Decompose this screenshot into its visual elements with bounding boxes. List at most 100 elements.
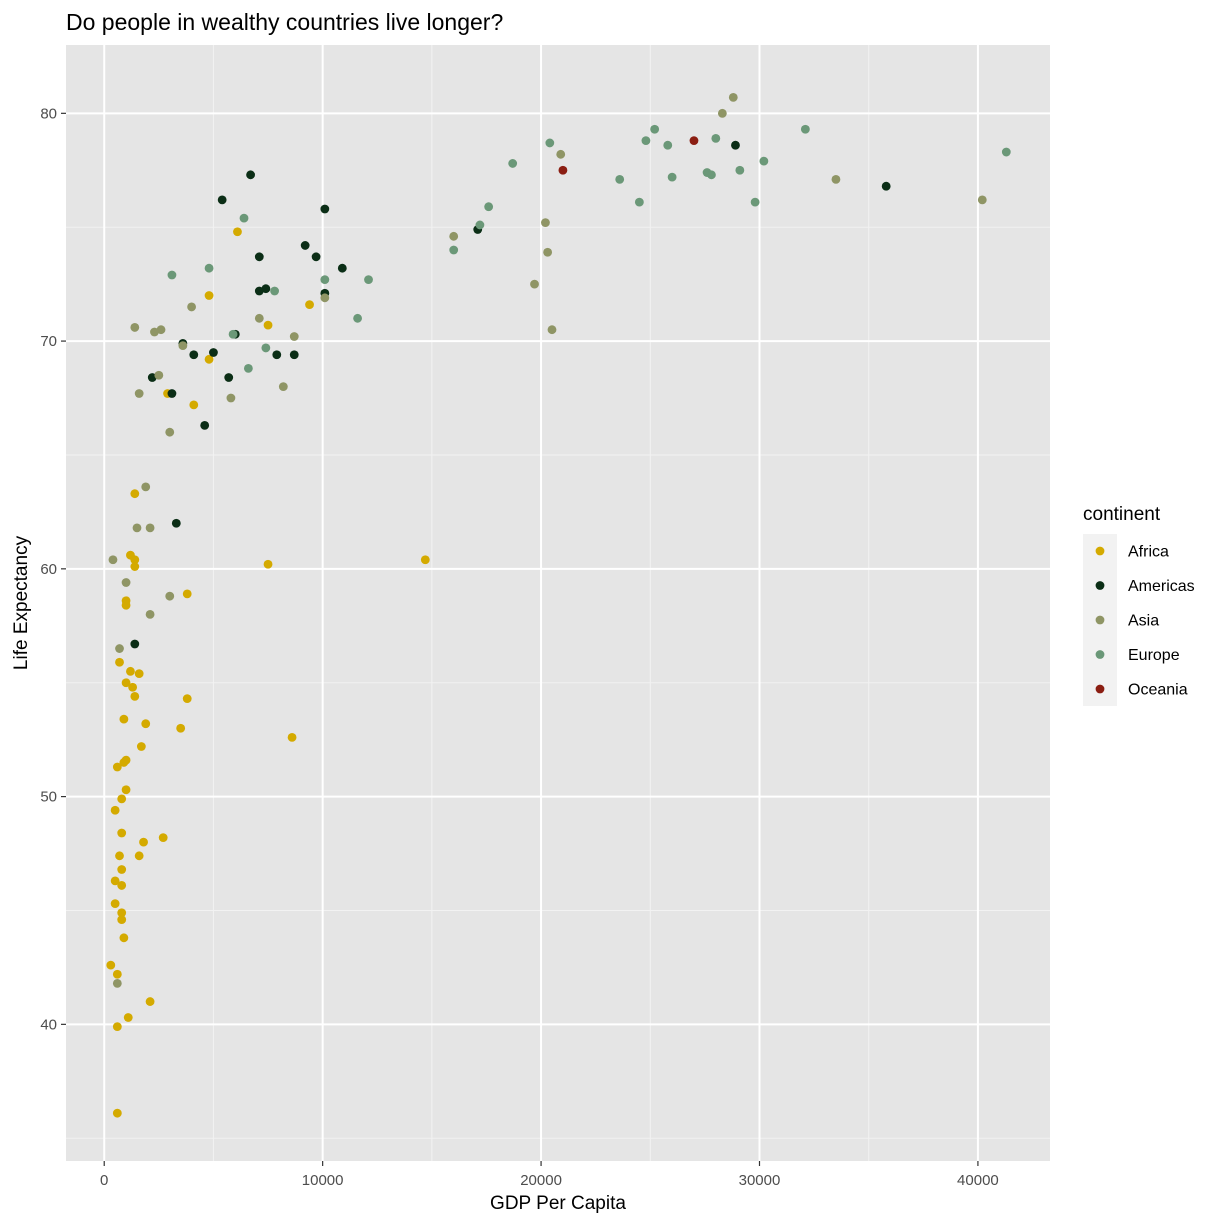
data-point-americas [881, 181, 891, 191]
x-axis-label: GDP Per Capita [490, 1193, 626, 1214]
data-point-asia [132, 523, 142, 533]
data-point-asia [289, 332, 299, 341]
data-point-asia [728, 92, 738, 102]
data-point-africa [182, 589, 192, 599]
data-point-africa [189, 400, 199, 410]
y-tick-label: 70 [40, 333, 57, 350]
data-point-europe [800, 124, 810, 134]
data-point-asia [226, 393, 236, 403]
x-tick-label: 40000 [957, 1172, 999, 1189]
data-point-africa [126, 550, 135, 560]
data-point-africa [112, 1108, 122, 1118]
data-point-asia [108, 555, 118, 565]
data-point-americas [224, 373, 234, 382]
plot-panel [66, 45, 1050, 1161]
data-point-asia [831, 174, 841, 184]
y-tick-label: 60 [40, 561, 57, 578]
data-point-asia [977, 195, 987, 205]
data-point-africa [117, 915, 127, 924]
data-point-europe [1001, 147, 1011, 157]
y-tick-label: 80 [40, 105, 57, 122]
x-tick-label: 30000 [739, 1172, 781, 1189]
data-point-africa [121, 785, 131, 795]
data-point-europe [475, 220, 485, 230]
data-point-europe [663, 140, 673, 150]
legend-label-europe: Europe [1128, 647, 1180, 664]
data-point-africa [110, 805, 120, 815]
data-point-africa [134, 851, 144, 861]
data-point-africa [110, 899, 120, 909]
data-point-europe [228, 329, 238, 339]
data-point-asia [547, 325, 557, 335]
chart-title: Do people in wealthy countries live long… [66, 9, 503, 35]
x-tick-label: 0 [100, 1172, 108, 1189]
data-point-asia [530, 279, 539, 289]
data-point-americas [272, 350, 282, 360]
data-point-africa [420, 555, 430, 565]
data-point-americas [311, 252, 321, 262]
data-point-americas [254, 286, 264, 296]
data-point-africa [117, 865, 127, 874]
data-point-africa [117, 828, 127, 838]
data-point-africa [119, 933, 129, 943]
data-point-africa [126, 666, 135, 676]
data-point-americas [731, 140, 740, 150]
data-point-africa [115, 851, 124, 861]
data-point-africa [139, 837, 148, 847]
data-point-europe [261, 343, 271, 353]
data-point-asia [556, 149, 566, 159]
data-points [106, 92, 1011, 1118]
data-point-asia [320, 293, 330, 303]
data-point-americas [189, 350, 199, 360]
data-point-asia [141, 482, 151, 492]
data-point-americas [246, 170, 255, 180]
data-point-africa [119, 714, 129, 724]
x-tick-label: 20000 [520, 1172, 562, 1189]
data-point-asia [278, 382, 288, 392]
data-point-americas [200, 420, 210, 430]
data-point-africa [117, 908, 127, 918]
data-point-africa [123, 1013, 133, 1022]
data-point-europe [735, 165, 745, 175]
data-point-africa [130, 691, 140, 701]
data-point-asia [154, 370, 164, 380]
data-point-europe [167, 270, 177, 280]
data-point-asia [145, 523, 155, 533]
legend-key-asia [1095, 615, 1105, 625]
data-point-africa [134, 669, 144, 679]
x-axis: 0 10000 20000 30000 40000 [100, 1161, 999, 1189]
legend: continent Africa Americas Asia Europe Oceani… [1083, 504, 1195, 706]
data-point-europe [707, 170, 716, 180]
data-point-africa [233, 227, 242, 237]
legend-key-oceania [1095, 684, 1105, 694]
y-tick-label: 50 [40, 789, 57, 806]
y-axis-label: Life Expectancy [11, 535, 32, 670]
data-point-asia [717, 108, 727, 118]
data-point-asia [165, 591, 175, 601]
data-point-asia [449, 231, 459, 241]
data-point-asia [130, 323, 140, 332]
data-point-europe [320, 275, 330, 284]
legend-title: continent [1083, 504, 1161, 525]
data-point-africa [305, 300, 314, 310]
data-point-americas [254, 252, 264, 262]
data-point-asia [543, 247, 553, 257]
data-point-europe [750, 197, 760, 207]
data-point-africa [112, 762, 122, 772]
data-point-africa [115, 657, 124, 667]
data-point-africa [204, 291, 214, 300]
data-point-africa [136, 742, 146, 751]
legend-label-americas: Americas [1128, 578, 1195, 595]
data-point-africa [121, 678, 131, 688]
legend-key-africa [1095, 546, 1105, 556]
data-point-asia [115, 644, 124, 653]
legend-label-oceania: Oceania [1128, 682, 1188, 699]
data-point-asia [145, 609, 155, 619]
data-point-asia [178, 341, 188, 351]
y-axis: 40 50 60 70 80 [40, 105, 66, 1033]
x-tick-label: 10000 [302, 1172, 344, 1189]
data-point-oceania [558, 165, 568, 175]
data-point-africa [130, 562, 140, 571]
data-point-europe [641, 136, 651, 146]
